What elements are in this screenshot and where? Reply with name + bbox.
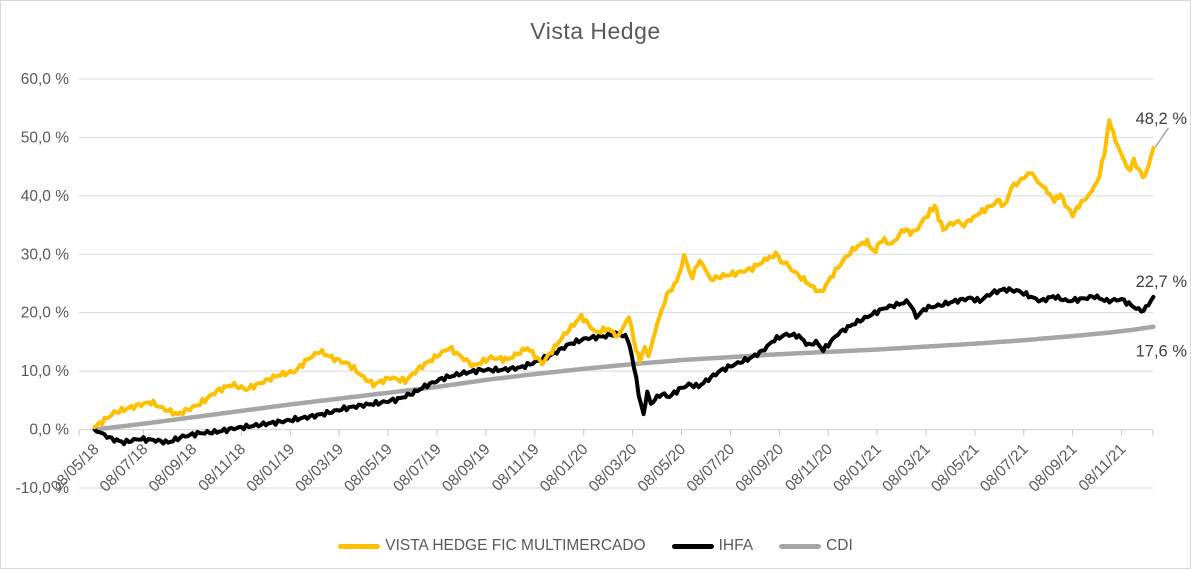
x-axis-label: 08/07/18 (97, 441, 152, 496)
chart-legend: VISTA HEDGE FIC MULTIMERCADO IHFA CDI (1, 537, 1190, 555)
x-axis-label: 08/01/20 (537, 441, 592, 496)
x-axis-label: 08/03/19 (292, 441, 347, 496)
y-axis-label: 10,0 % (21, 363, 69, 380)
x-axis-label: 08/01/21 (830, 441, 885, 496)
x-axis-label: 08/05/21 (928, 441, 983, 496)
y-axis-label: -10,0 % (16, 480, 70, 497)
x-axis-label: 08/09/19 (439, 441, 494, 496)
x-axis-label: 08/07/20 (684, 441, 739, 496)
series-end-label-cdi: 17,6 % (1136, 343, 1188, 361)
x-axis-label: 08/09/20 (732, 441, 787, 496)
x-axis-label: 08/01/19 (243, 441, 298, 496)
x-axis-label: 08/11/19 (489, 441, 543, 495)
chart-title: Vista Hedge (530, 18, 661, 44)
legend-item-cdi: CDI (779, 537, 853, 555)
legend-line-swatch-vista-hedge (338, 543, 381, 549)
x-axis-label: 08/05/19 (341, 441, 396, 496)
y-axis-label: 20,0 % (21, 305, 69, 322)
y-axis-label: 0,0 % (29, 422, 69, 439)
series-line-cdi (92, 324, 1156, 432)
y-axis-label: 50,0 % (21, 129, 69, 146)
legend-label-ihfa: IHFA (718, 537, 754, 554)
x-axis-label: 08/11/20 (782, 441, 836, 495)
x-axis-label: 08/11/18 (195, 441, 249, 495)
x-axis-label: 08/09/21 (1026, 441, 1081, 496)
legend-line-swatch-cdi (779, 543, 822, 549)
legend-item-ihfa: IHFA (671, 537, 754, 555)
x-axis-label: 08/07/19 (390, 441, 445, 496)
end-label-leader-line (1154, 127, 1170, 148)
legend-label-cdi: CDI (826, 537, 853, 554)
legend-line-swatch-ihfa (671, 543, 714, 549)
x-axis-label: 08/03/20 (586, 441, 641, 496)
y-axis-label: 40,0 % (21, 188, 69, 205)
series-line-ihfa (92, 286, 1156, 447)
legend-label-vista-hedge: VISTA HEDGE FIC MULTIMERCADO (385, 537, 646, 554)
series-end-label-ihfa: 22,7 % (1136, 273, 1188, 291)
x-axis-label: 08/05/18 (48, 441, 103, 496)
y-axis-label: 30,0 % (21, 246, 69, 263)
series-line-vista-hedge-fic-multimercado (92, 118, 1156, 430)
x-axis-label: 08/07/21 (977, 441, 1032, 496)
x-axis-label: 08/09/18 (146, 441, 201, 496)
x-axis-label: 08/03/21 (879, 441, 934, 496)
legend-item-vista-hedge: VISTA HEDGE FIC MULTIMERCADO (338, 537, 646, 555)
y-axis-label: 60,0 % (21, 71, 69, 88)
x-axis-label: 08/11/21 (1076, 441, 1130, 495)
series-end-label-vista-hedge-fic-multimercado: 48,2 % (1136, 110, 1188, 128)
x-axis-label: 08/05/20 (635, 441, 690, 496)
